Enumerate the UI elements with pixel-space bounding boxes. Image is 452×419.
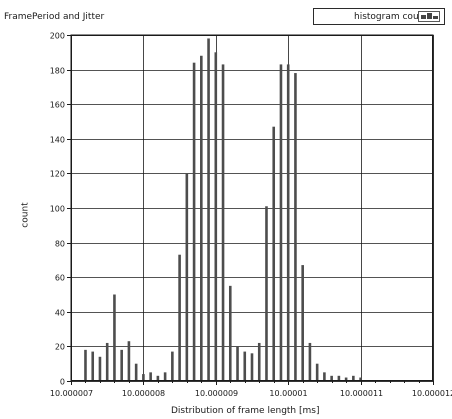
histogram-bar <box>323 372 326 381</box>
histogram-bar <box>257 342 261 381</box>
histogram-bar <box>171 351 174 381</box>
histogram-bar <box>308 342 312 381</box>
y-tick-label: 200 <box>50 32 65 41</box>
histogram-bar <box>359 377 362 381</box>
histogram-bar <box>156 375 160 381</box>
histogram-bar <box>98 356 102 381</box>
histogram-bar <box>127 341 131 381</box>
y-tick-label: 20 <box>55 343 65 352</box>
histogram-bar <box>315 363 319 381</box>
y-tick-label: 40 <box>55 309 65 318</box>
histogram-bar <box>113 294 116 381</box>
plot-legend[interactable]: histogram count <box>313 8 445 25</box>
x-tick-label: 10.000012 <box>412 389 452 398</box>
y-tick-label: 180 <box>50 67 65 76</box>
histogram-bar <box>294 73 297 381</box>
histogram-bar <box>279 64 283 381</box>
x-tick-label: 10.00001 <box>269 389 307 398</box>
histogram-bar <box>301 265 304 381</box>
y-tick-label: 80 <box>55 240 65 249</box>
histogram-bars-icon[interactable] <box>418 11 440 22</box>
chart-title: FramePeriod and Jitter <box>4 12 105 22</box>
y-tick-label: 60 <box>55 274 65 283</box>
x-tick-label: 10.000009 <box>195 389 238 398</box>
histogram-bar <box>221 64 225 381</box>
histogram-bar <box>192 62 196 382</box>
histogram-bar <box>134 363 138 381</box>
histogram-bar <box>352 375 355 381</box>
histogram-bar <box>344 377 348 381</box>
plot-frame <box>71 35 433 381</box>
histogram-bar <box>200 55 203 381</box>
y-tick-label: 120 <box>50 170 65 179</box>
histogram-bar <box>272 126 276 381</box>
histogram-bar <box>214 52 218 382</box>
histogram-bar <box>236 346 239 381</box>
histogram-bar <box>337 375 341 381</box>
histogram-bar <box>84 349 87 381</box>
histogram-bar <box>207 38 210 382</box>
histogram-bar <box>286 64 290 381</box>
y-tick-label: 140 <box>50 136 65 145</box>
x-axis-label: Distribution of frame length [ms] <box>171 406 320 416</box>
legend-label: histogram count <box>354 12 428 22</box>
histogram-bar <box>265 206 268 381</box>
histogram-bar <box>178 254 181 381</box>
histogram-bar <box>243 351 247 381</box>
histogram-bar <box>105 342 109 381</box>
x-tick-label: 10.000007 <box>50 389 93 398</box>
histogram-bar <box>120 349 123 381</box>
y-tick-label: 160 <box>50 101 65 110</box>
histogram-bar <box>163 372 167 381</box>
x-tick-label: 10.000008 <box>122 389 165 398</box>
histogram-bar <box>142 374 145 381</box>
histogram-bar <box>185 173 189 381</box>
histogram-bar <box>149 372 152 381</box>
histogram-bar <box>330 375 333 381</box>
plot-area <box>70 34 434 382</box>
histogram-bar <box>250 353 254 381</box>
y-tick-label: 100 <box>50 205 65 214</box>
histogram-bar <box>91 351 95 381</box>
y-axis-label: count <box>20 202 31 228</box>
x-tick-label: 10.000011 <box>340 389 383 398</box>
y-tick-label: 0 <box>60 378 65 387</box>
histogram-bar <box>228 285 232 381</box>
